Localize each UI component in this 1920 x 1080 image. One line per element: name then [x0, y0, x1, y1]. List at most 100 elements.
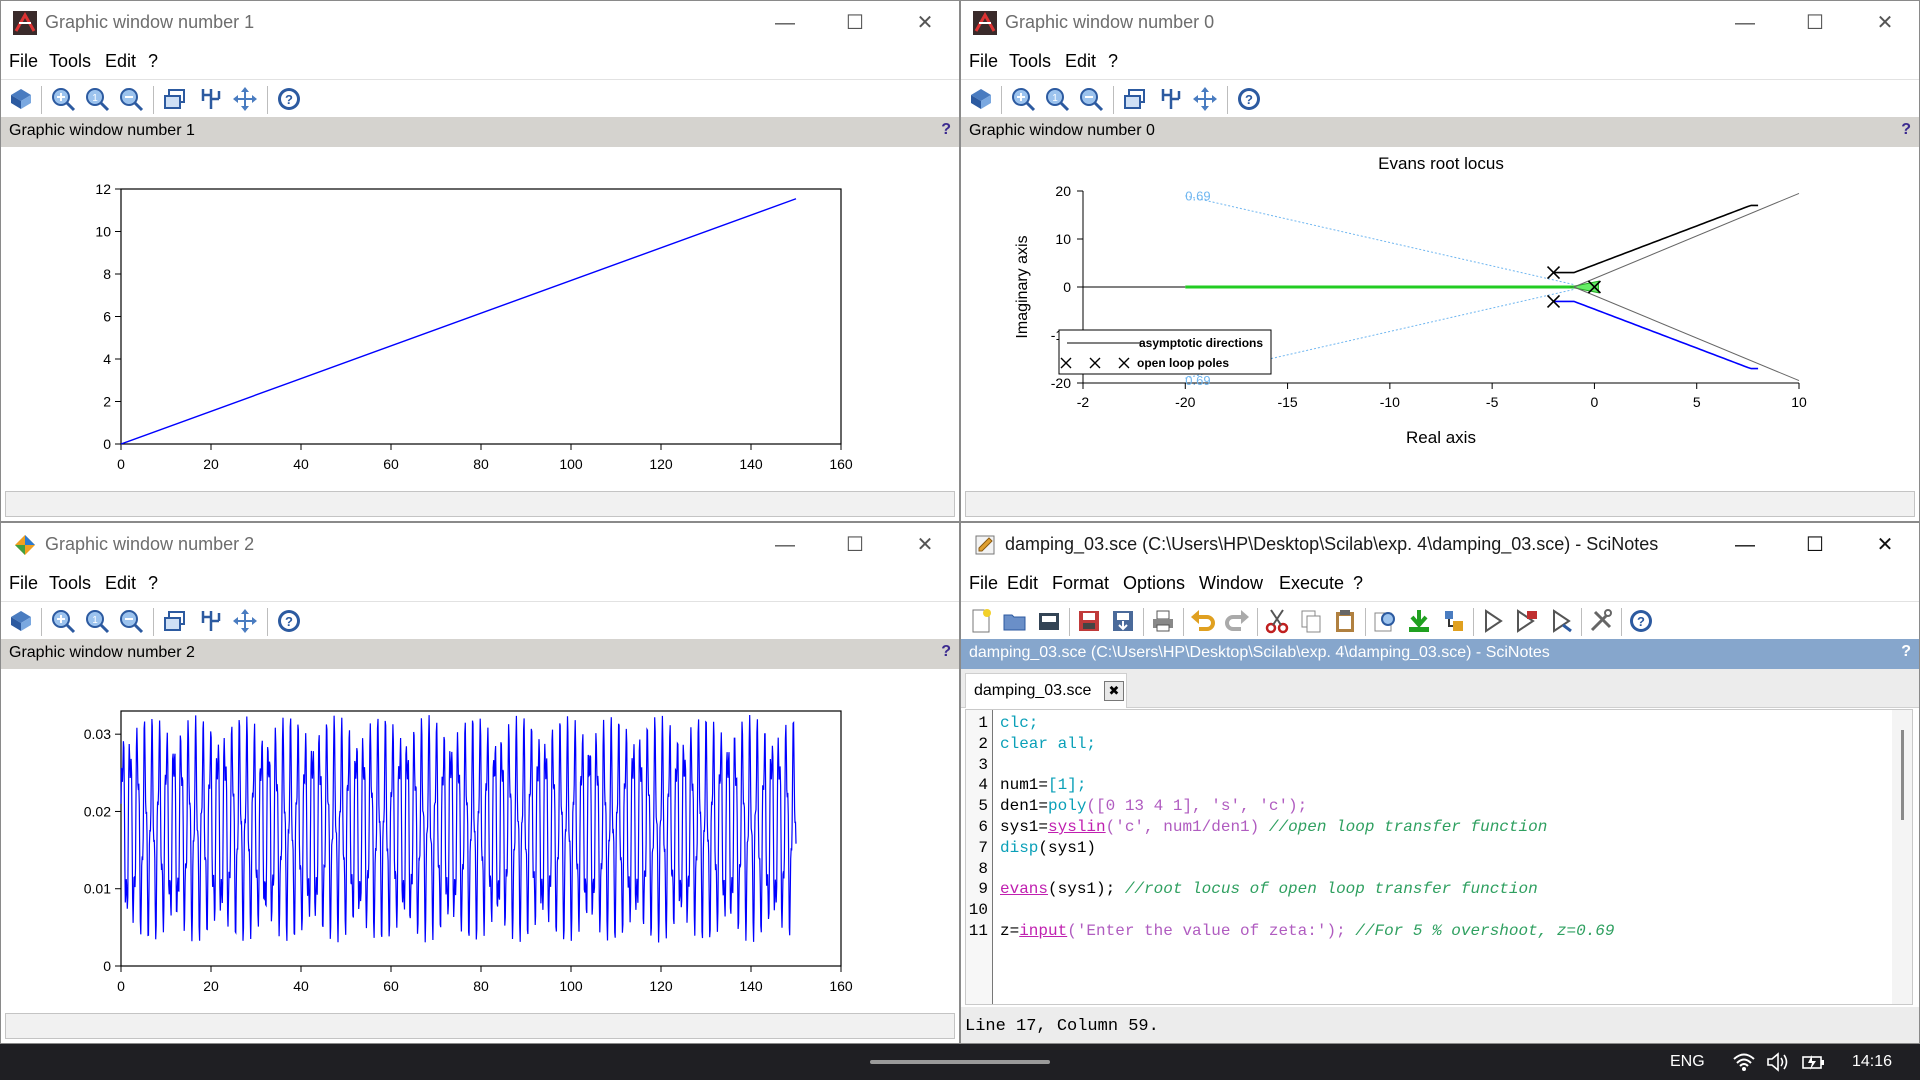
- maximize-button[interactable]: ☐: [1806, 12, 1824, 34]
- pan-icon[interactable]: [231, 607, 259, 635]
- x-tick-label: 120: [649, 978, 673, 994]
- help-icon[interactable]: ?: [1627, 607, 1655, 635]
- help-icon[interactable]: ?: [275, 85, 303, 113]
- menu-tools[interactable]: Tools: [1009, 51, 1052, 71]
- code-token: disp: [1000, 838, 1039, 857]
- menu-edit[interactable]: Edit: [1007, 573, 1039, 593]
- print-icon[interactable]: [1149, 607, 1177, 635]
- close-button[interactable]: ✕: [916, 534, 934, 556]
- find-icon[interactable]: [1371, 607, 1399, 635]
- execute-icon[interactable]: [1479, 607, 1507, 635]
- menu-help[interactable]: ?: [1353, 573, 1364, 593]
- help-mark[interactable]: ?: [941, 643, 951, 660]
- zoom-reset-icon[interactable]: 1: [83, 85, 111, 113]
- load-into-scilab-icon[interactable]: [1439, 607, 1467, 635]
- menu-file[interactable]: File: [969, 51, 999, 71]
- menu-bar: File Tools Edit ?: [1, 45, 959, 77]
- window-icon[interactable]: [161, 85, 189, 113]
- zoom-icon[interactable]: [49, 607, 77, 635]
- close-tab-icon[interactable]: ✖: [1104, 681, 1124, 701]
- open-recent-icon[interactable]: [1035, 607, 1063, 635]
- clock[interactable]: 14:16: [1852, 1053, 1893, 1070]
- window-icon[interactable]: [1121, 85, 1149, 113]
- title-bar[interactable]: Graphic window number 0 — ☐ ✕: [961, 1, 1919, 45]
- menu-file[interactable]: File: [9, 573, 39, 593]
- menu-file[interactable]: File: [9, 51, 39, 71]
- menu-file[interactable]: File: [969, 573, 999, 593]
- menu-execute[interactable]: Execute: [1279, 573, 1345, 593]
- window-icon[interactable]: [161, 607, 189, 635]
- zoom-out-icon[interactable]: [1077, 85, 1105, 113]
- zoom-icon[interactable]: [1009, 85, 1037, 113]
- zoom-reset-icon[interactable]: 1: [1043, 85, 1071, 113]
- title-bar[interactable]: Graphic window number 1 — ☐ ✕: [1, 1, 959, 45]
- undo-icon[interactable]: [1189, 607, 1217, 635]
- window-title: Graphic window number 0: [1005, 12, 1215, 32]
- close-button[interactable]: ✕: [1876, 534, 1894, 556]
- battery-icon[interactable]: [1800, 1052, 1826, 1072]
- menu-tools[interactable]: Tools: [49, 51, 92, 71]
- tab-damping-03[interactable]: damping_03.sce ✖: [965, 673, 1127, 708]
- pan-icon[interactable]: [1191, 85, 1219, 113]
- close-button[interactable]: ✕: [916, 12, 934, 34]
- minimize-button[interactable]: —: [775, 12, 795, 34]
- menu-options[interactable]: Options: [1123, 573, 1186, 593]
- menu-edit[interactable]: Edit: [105, 573, 137, 593]
- title-bar[interactable]: damping_03.sce (C:\Users\HP\Desktop\Scil…: [961, 523, 1919, 567]
- x-tick-label: 100: [559, 978, 583, 994]
- new-file-icon[interactable]: [967, 607, 995, 635]
- paste-icon[interactable]: [1331, 607, 1359, 635]
- download-icon[interactable]: [1405, 607, 1433, 635]
- help-icon[interactable]: ?: [1235, 85, 1263, 113]
- menu-edit[interactable]: Edit: [105, 51, 137, 71]
- open-file-icon[interactable]: [1001, 607, 1029, 635]
- execute-until-icon[interactable]: [1547, 607, 1575, 635]
- datatip-icon[interactable]: [1157, 85, 1185, 113]
- menu-window[interactable]: Window: [1199, 573, 1264, 593]
- minimize-button[interactable]: —: [1735, 534, 1755, 556]
- rotate-icon[interactable]: [7, 85, 35, 113]
- volume-icon[interactable]: [1766, 1052, 1790, 1072]
- title-bar[interactable]: Graphic window number 2 — ☐ ✕: [1, 523, 959, 567]
- datatip-icon[interactable]: [197, 607, 225, 635]
- maximize-button[interactable]: ☐: [846, 12, 864, 34]
- tools-icon[interactable]: [1587, 607, 1615, 635]
- vertical-scrollbar[interactable]: [1892, 710, 1912, 1004]
- redo-icon[interactable]: [1223, 607, 1251, 635]
- zoom-out-icon[interactable]: [117, 85, 145, 113]
- help-mark[interactable]: ?: [941, 121, 951, 138]
- zoom-reset-icon[interactable]: 1: [83, 607, 111, 635]
- save-as-icon[interactable]: [1109, 607, 1137, 635]
- toolbar-separator: [41, 608, 42, 636]
- menu-tools[interactable]: Tools: [49, 573, 92, 593]
- wifi-icon[interactable]: [1732, 1052, 1756, 1072]
- pan-icon[interactable]: [231, 85, 259, 113]
- zoom-out-icon[interactable]: [117, 607, 145, 635]
- close-button[interactable]: ✕: [1876, 12, 1894, 34]
- save-icon[interactable]: [1075, 607, 1103, 635]
- help-mark[interactable]: ?: [1901, 643, 1911, 660]
- scrollbar-thumb[interactable]: [1901, 730, 1904, 820]
- menu-help[interactable]: ?: [148, 51, 159, 71]
- execute-with-echo-icon[interactable]: [1513, 607, 1541, 635]
- zoom-icon[interactable]: [49, 85, 77, 113]
- maximize-button[interactable]: ☐: [1806, 534, 1824, 556]
- help-mark[interactable]: ?: [1901, 121, 1911, 138]
- cut-icon[interactable]: [1263, 607, 1291, 635]
- rotate-icon[interactable]: [7, 607, 35, 635]
- language-indicator[interactable]: ENG: [1670, 1053, 1705, 1070]
- menu-help[interactable]: ?: [148, 573, 159, 593]
- menu-edit[interactable]: Edit: [1065, 51, 1097, 71]
- menu-format[interactable]: Format: [1052, 573, 1110, 593]
- datatip-icon[interactable]: [197, 85, 225, 113]
- copy-icon[interactable]: [1297, 607, 1325, 635]
- editor-area[interactable]: 1 clc; 2 clear all; 3 4 num1=[1]; 5 den1=poly([0…: [965, 709, 1913, 1005]
- damping-line: [1185, 195, 1575, 286]
- minimize-button[interactable]: —: [775, 534, 795, 556]
- gesture-handle[interactable]: [870, 1060, 1050, 1064]
- rotate-icon[interactable]: [967, 85, 995, 113]
- menu-help[interactable]: ?: [1108, 51, 1119, 71]
- minimize-button[interactable]: —: [1735, 12, 1755, 34]
- help-icon[interactable]: ?: [275, 607, 303, 635]
- maximize-button[interactable]: ☐: [846, 534, 864, 556]
